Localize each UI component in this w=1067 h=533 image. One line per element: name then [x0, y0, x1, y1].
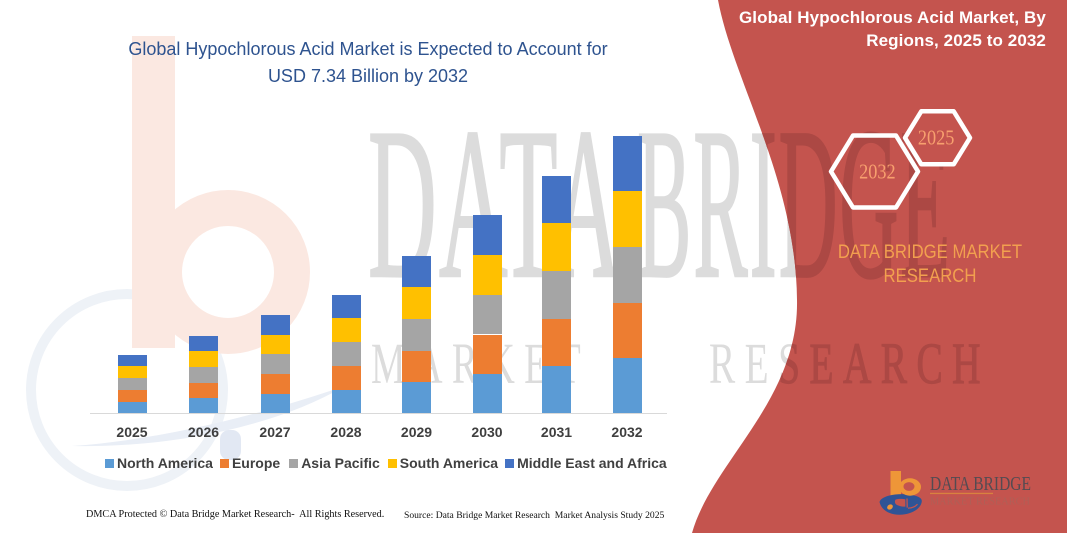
svg-text:2032: 2032 [859, 160, 896, 184]
svg-text:2025: 2025 [918, 126, 955, 150]
svg-text:DATA BRIDGE: DATA BRIDGE [930, 473, 1031, 495]
svg-text:MARKET RESEARCH: MARKET RESEARCH [930, 497, 1030, 508]
